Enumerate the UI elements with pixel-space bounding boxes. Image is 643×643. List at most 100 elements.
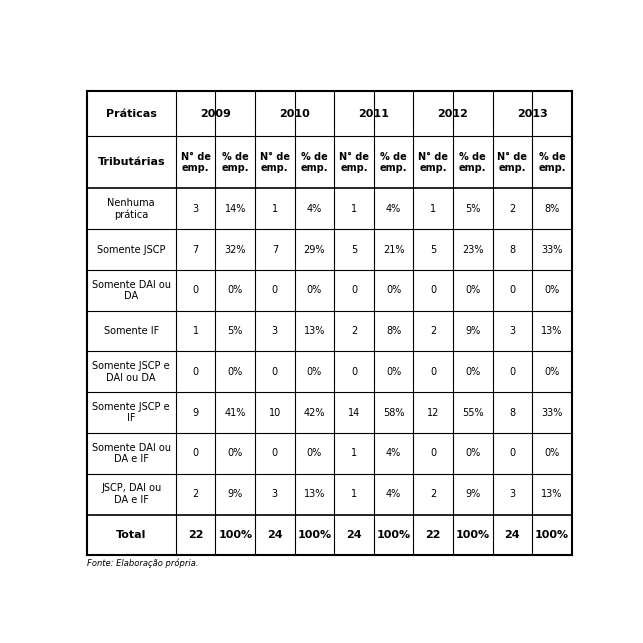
Text: 0%: 0% <box>228 367 243 377</box>
Text: Somente IF: Somente IF <box>104 326 159 336</box>
Text: N° de
emp.: N° de emp. <box>260 152 290 173</box>
Text: % de
emp.: % de emp. <box>459 152 487 173</box>
Text: 2010: 2010 <box>279 109 310 119</box>
Text: 13%: 13% <box>541 326 563 336</box>
Text: 3: 3 <box>272 489 278 499</box>
Text: Somente JSCP: Somente JSCP <box>97 244 165 255</box>
Text: 22: 22 <box>188 530 203 540</box>
Text: 7: 7 <box>192 244 199 255</box>
Text: 0%: 0% <box>228 285 243 295</box>
Text: 0%: 0% <box>386 285 401 295</box>
Text: JSCP, DAI ou
DA e IF: JSCP, DAI ou DA e IF <box>101 484 161 505</box>
Text: 2: 2 <box>509 204 516 213</box>
Text: 10: 10 <box>269 408 281 418</box>
Text: 8%: 8% <box>545 204 559 213</box>
Text: N° de
emp.: N° de emp. <box>418 152 448 173</box>
Text: 2: 2 <box>351 326 357 336</box>
Text: Práticas: Práticas <box>106 109 157 119</box>
Text: 100%: 100% <box>297 530 332 540</box>
Text: 100%: 100% <box>535 530 569 540</box>
Text: 23%: 23% <box>462 244 484 255</box>
Text: 2011: 2011 <box>358 109 389 119</box>
Text: 2009: 2009 <box>200 109 231 119</box>
Text: % de
emp.: % de emp. <box>221 152 249 173</box>
Text: Somente DAI ou
DA: Somente DAI ou DA <box>92 280 171 301</box>
Text: 58%: 58% <box>383 408 404 418</box>
Text: Somente JSCP e
DAI ou DA: Somente JSCP e DAI ou DA <box>93 361 170 383</box>
Text: 7: 7 <box>272 244 278 255</box>
Text: 14: 14 <box>348 408 360 418</box>
Text: 5%: 5% <box>228 326 243 336</box>
Text: 1: 1 <box>272 204 278 213</box>
Text: 3: 3 <box>193 204 199 213</box>
Text: 0%: 0% <box>465 285 480 295</box>
Text: 0: 0 <box>272 367 278 377</box>
Text: 2012: 2012 <box>437 109 468 119</box>
Text: 0%: 0% <box>465 367 480 377</box>
Text: Somente DAI ou
DA e IF: Somente DAI ou DA e IF <box>92 442 171 464</box>
Text: 8%: 8% <box>386 326 401 336</box>
Text: 24: 24 <box>346 530 362 540</box>
Text: 14%: 14% <box>224 204 246 213</box>
Text: 1: 1 <box>351 448 357 458</box>
Text: 0%: 0% <box>228 448 243 458</box>
Text: 2013: 2013 <box>517 109 548 119</box>
Text: % de
emp.: % de emp. <box>301 152 328 173</box>
Text: 41%: 41% <box>224 408 246 418</box>
Text: 55%: 55% <box>462 408 484 418</box>
Text: 8: 8 <box>509 408 516 418</box>
Text: 1: 1 <box>430 204 436 213</box>
Text: 9: 9 <box>193 408 199 418</box>
Text: 3: 3 <box>272 326 278 336</box>
Text: 0: 0 <box>272 285 278 295</box>
Text: 0: 0 <box>509 285 516 295</box>
Text: 3: 3 <box>509 326 516 336</box>
Text: 24: 24 <box>267 530 283 540</box>
Text: 0%: 0% <box>545 285 559 295</box>
Text: 0: 0 <box>430 448 436 458</box>
Text: 1: 1 <box>193 326 199 336</box>
Text: 29%: 29% <box>303 244 325 255</box>
Text: % de
emp.: % de emp. <box>380 152 408 173</box>
Text: 3: 3 <box>509 489 516 499</box>
Text: 13%: 13% <box>303 326 325 336</box>
Text: 0: 0 <box>351 367 357 377</box>
Text: N° de
emp.: N° de emp. <box>339 152 369 173</box>
Text: 22: 22 <box>426 530 441 540</box>
Text: Tributárias: Tributárias <box>98 158 165 167</box>
Text: 100%: 100% <box>456 530 490 540</box>
Text: 0: 0 <box>272 448 278 458</box>
Text: 100%: 100% <box>377 530 411 540</box>
Text: 4%: 4% <box>386 448 401 458</box>
Text: 5: 5 <box>351 244 357 255</box>
Text: 0%: 0% <box>386 367 401 377</box>
Text: Somente JSCP e
IF: Somente JSCP e IF <box>93 402 170 424</box>
Text: 0: 0 <box>509 448 516 458</box>
Text: 0%: 0% <box>307 285 322 295</box>
Text: 4%: 4% <box>386 204 401 213</box>
Text: 2: 2 <box>192 489 199 499</box>
Text: 1: 1 <box>351 489 357 499</box>
Text: 33%: 33% <box>541 408 563 418</box>
Text: 2: 2 <box>430 326 437 336</box>
Text: Total: Total <box>116 530 147 540</box>
Text: 24: 24 <box>505 530 520 540</box>
Text: 0: 0 <box>193 285 199 295</box>
Text: Nenhuma
prática: Nenhuma prática <box>107 197 155 220</box>
Text: 100%: 100% <box>218 530 252 540</box>
Text: 8: 8 <box>509 244 516 255</box>
Text: 12: 12 <box>427 408 439 418</box>
Text: N° de
emp.: N° de emp. <box>497 152 527 173</box>
Text: 1: 1 <box>351 204 357 213</box>
Text: 0%: 0% <box>307 367 322 377</box>
Text: % de
emp.: % de emp. <box>538 152 566 173</box>
Text: 0%: 0% <box>465 448 480 458</box>
Text: 0%: 0% <box>545 367 559 377</box>
Text: Fonte: Elaboração própria.: Fonte: Elaboração própria. <box>87 558 198 568</box>
Text: 0: 0 <box>193 367 199 377</box>
Text: 13%: 13% <box>541 489 563 499</box>
Text: 4%: 4% <box>307 204 322 213</box>
Text: 9%: 9% <box>465 489 480 499</box>
Text: 0: 0 <box>509 367 516 377</box>
Text: 13%: 13% <box>303 489 325 499</box>
